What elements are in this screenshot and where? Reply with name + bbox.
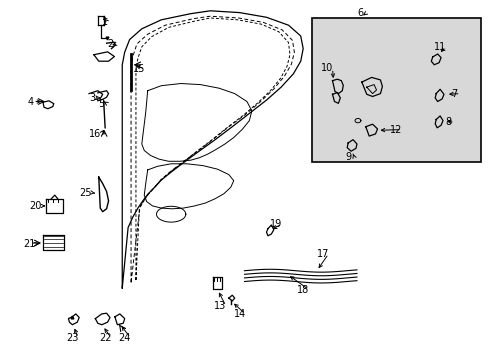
Text: 11: 11 bbox=[433, 42, 446, 52]
Text: 24: 24 bbox=[118, 333, 131, 343]
Text: 22: 22 bbox=[99, 333, 111, 343]
Text: 20: 20 bbox=[29, 201, 41, 211]
Bar bbox=[311, 18, 480, 162]
Text: 3: 3 bbox=[89, 93, 95, 103]
Text: 17: 17 bbox=[316, 249, 328, 259]
Text: 14: 14 bbox=[233, 309, 245, 319]
Text: 4: 4 bbox=[27, 96, 33, 107]
Text: 19: 19 bbox=[269, 219, 282, 229]
Text: 18: 18 bbox=[296, 285, 309, 295]
Text: 10: 10 bbox=[320, 63, 332, 73]
Text: 25: 25 bbox=[79, 188, 92, 198]
Text: 6: 6 bbox=[357, 8, 363, 18]
Text: 23: 23 bbox=[66, 333, 79, 343]
Text: 8: 8 bbox=[445, 117, 451, 127]
Text: 5: 5 bbox=[98, 99, 104, 109]
Text: 9: 9 bbox=[345, 152, 350, 162]
Text: 15: 15 bbox=[133, 64, 145, 74]
Text: 1: 1 bbox=[102, 17, 108, 27]
Text: 13: 13 bbox=[213, 301, 226, 311]
Text: 16: 16 bbox=[89, 129, 102, 139]
Text: 7: 7 bbox=[451, 89, 457, 99]
Text: 2: 2 bbox=[107, 39, 113, 49]
Text: 21: 21 bbox=[23, 239, 36, 249]
Text: 12: 12 bbox=[389, 125, 402, 135]
